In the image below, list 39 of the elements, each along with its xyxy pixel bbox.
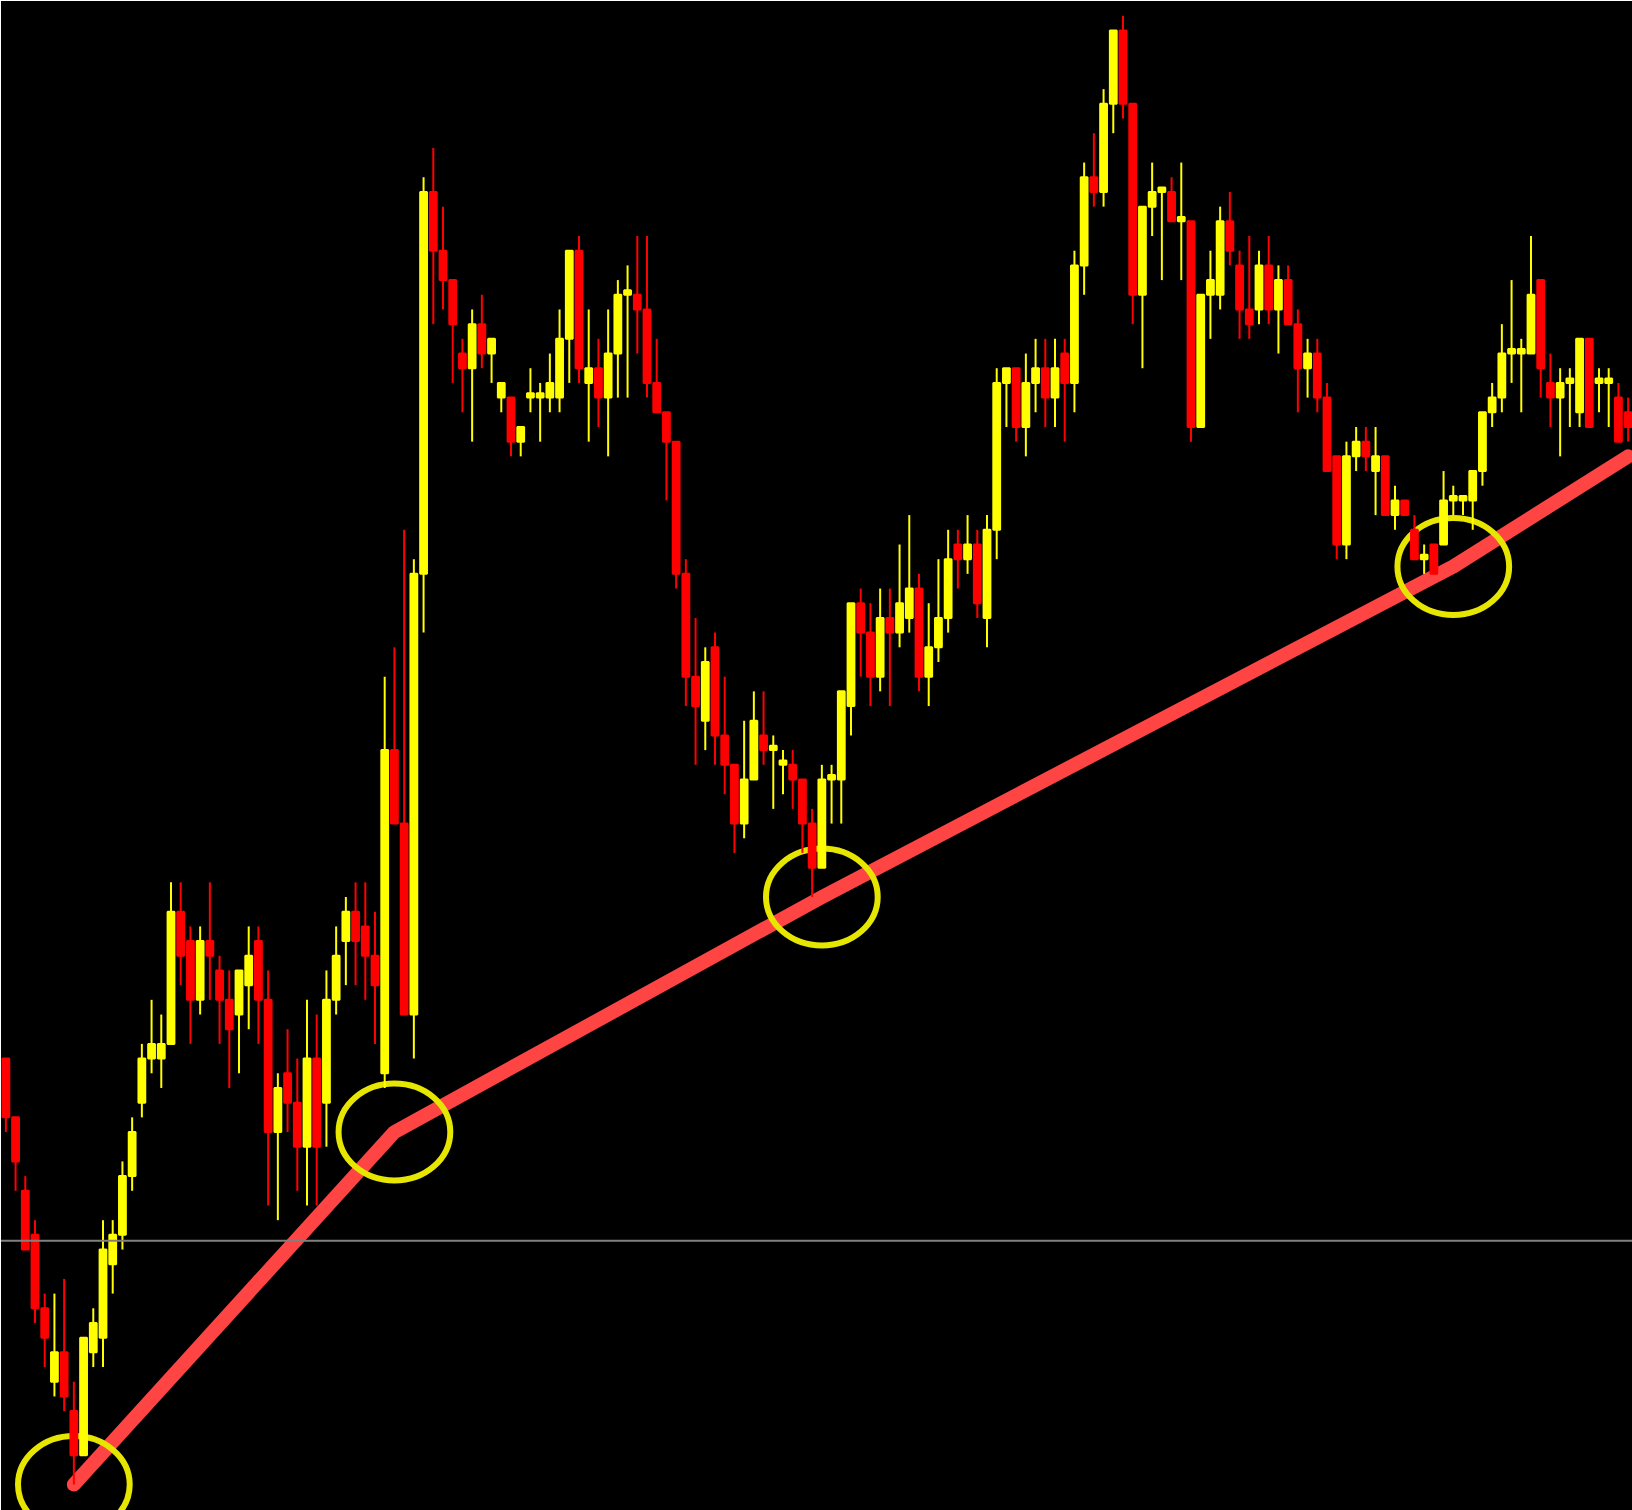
candlestick [1419,543,1429,575]
candlestick [506,396,516,458]
candlestick [759,690,768,766]
candlestick [1176,161,1186,282]
candlestick [487,337,496,384]
candlestick [1361,425,1371,473]
candlestick [1429,543,1439,575]
candlestick [885,587,895,708]
candlestick [59,1277,69,1413]
candlestick [1254,249,1264,326]
candlestick [1410,514,1419,561]
candlestick [467,308,477,443]
candlestick [1371,425,1380,517]
candlestick [778,749,788,796]
candlestick [963,514,972,575]
candlestick [69,1380,79,1486]
candlestick [273,1072,283,1222]
candlestick [205,881,215,1001]
candlestick [1274,264,1283,355]
candlestick [496,381,506,414]
candlestick [1546,352,1555,428]
candlestick [584,308,594,443]
candlestick [1225,190,1235,267]
candlestick [768,734,778,810]
candlestick [1089,132,1099,208]
candlestick [953,528,963,590]
candlestick [477,293,487,370]
candlestick [594,337,603,428]
candlestick [1167,176,1176,223]
candlestick [1050,337,1060,428]
candlestick [516,425,526,458]
candlestick [1303,337,1312,399]
candlestick [1390,484,1400,531]
candlestick [1264,235,1274,326]
candlestick [1060,337,1070,443]
candlestick [50,1292,59,1398]
candlestick [341,896,351,987]
candlestick [1040,337,1050,428]
candlestick [458,337,467,414]
